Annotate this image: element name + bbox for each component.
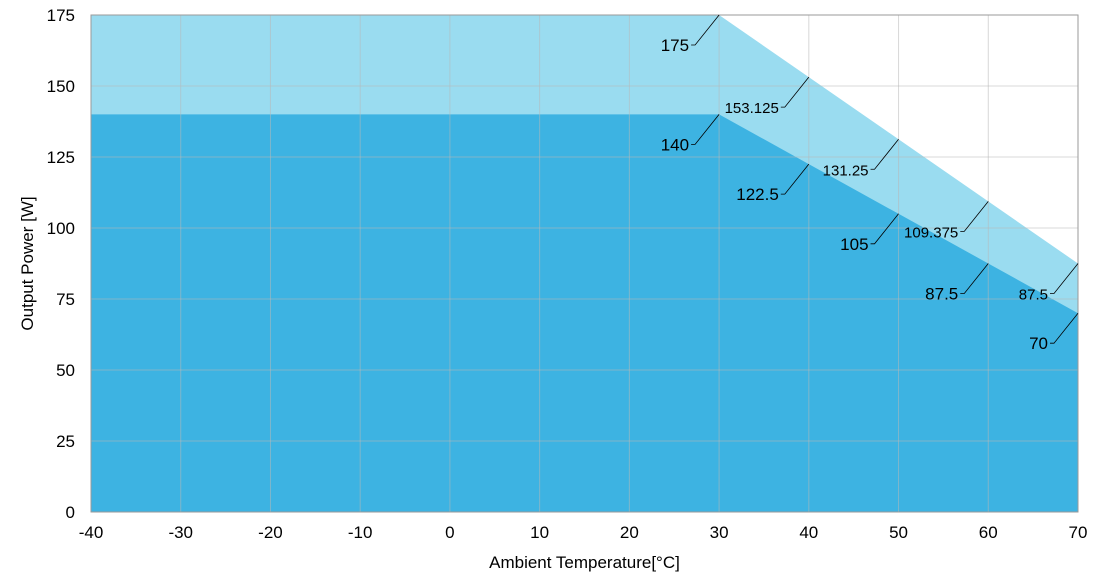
data-label: 109.375 bbox=[904, 224, 958, 241]
area-layer bbox=[91, 15, 1078, 513]
y-tick-label: 125 bbox=[47, 148, 75, 167]
x-tick-label: 20 bbox=[620, 523, 639, 542]
data-label: 87.5 bbox=[1019, 287, 1048, 304]
label-leader-line bbox=[691, 14, 720, 46]
data-label: 153.125 bbox=[725, 100, 779, 117]
label-leader-line bbox=[780, 76, 810, 108]
x-tick-label: 40 bbox=[799, 523, 818, 542]
y-tick-label: 175 bbox=[47, 6, 75, 25]
lower-area bbox=[91, 114, 1078, 513]
label-leader-line bbox=[960, 263, 989, 294]
x-tick-label: -30 bbox=[168, 523, 193, 542]
data-label: 140 bbox=[661, 135, 689, 154]
x-tick-label: 50 bbox=[889, 523, 908, 542]
label-leader-line bbox=[1050, 263, 1079, 294]
data-label: 175 bbox=[661, 36, 689, 55]
data-label: 70 bbox=[1029, 334, 1048, 353]
x-axis-label: Ambient Temperature[°C] bbox=[489, 553, 680, 572]
x-tick-label: 70 bbox=[1069, 523, 1088, 542]
x-tick-label: 60 bbox=[979, 523, 998, 542]
data-label: 87.5 bbox=[925, 285, 958, 304]
label-leader-line bbox=[870, 213, 899, 245]
data-label: 105 bbox=[840, 235, 868, 254]
y-axis-label: Output Power [W] bbox=[18, 196, 37, 330]
label-leader-line bbox=[780, 163, 810, 195]
x-tick-labels: -40 -30 -20 -10 0 10 20 30 40 50 60 70 bbox=[79, 523, 1088, 542]
label-leader-line bbox=[1050, 312, 1079, 344]
y-tick-labels: 0 25 50 75 100 125 150 175 bbox=[47, 6, 75, 522]
y-tick-label: 0 bbox=[66, 503, 75, 522]
x-tick-label: 10 bbox=[530, 523, 549, 542]
x-tick-label: -10 bbox=[348, 523, 373, 542]
label-leader-line bbox=[960, 201, 989, 232]
y-tick-label: 25 bbox=[56, 432, 75, 451]
x-tick-label: 0 bbox=[445, 523, 454, 542]
y-tick-label: 100 bbox=[47, 219, 75, 238]
x-tick-label: -20 bbox=[258, 523, 283, 542]
data-label: 131.25 bbox=[823, 162, 869, 179]
y-tick-label: 50 bbox=[56, 361, 75, 380]
label-leader-line bbox=[870, 139, 899, 170]
data-labels: 175 153.125 131.25 109.375 87.5 140 122.5 105 87… bbox=[661, 14, 1079, 353]
x-tick-label: -40 bbox=[79, 523, 104, 542]
y-tick-label: 150 bbox=[47, 77, 75, 96]
label-leader-line bbox=[691, 114, 720, 145]
x-tick-label: 30 bbox=[710, 523, 729, 542]
data-label: 122.5 bbox=[736, 185, 779, 204]
y-tick-label: 75 bbox=[56, 290, 75, 309]
